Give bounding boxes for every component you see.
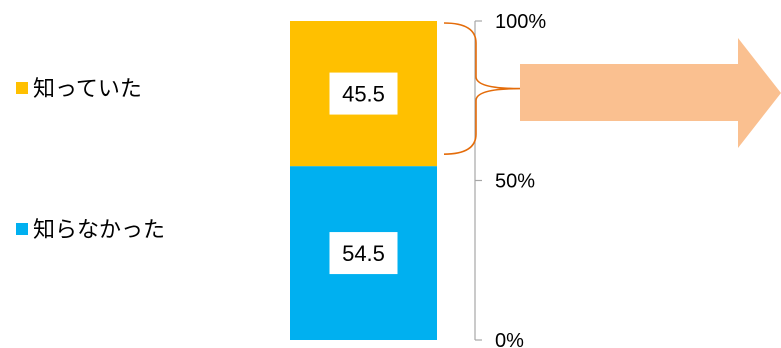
data-labels-layer: 54.5 45.5 [329,72,398,275]
y-tick-label-2: 50% [495,171,535,193]
y-tick-label-1: 0% [495,330,524,348]
legend-swatch-1 [16,82,28,94]
data-label-box-2 [329,72,398,115]
y-tick-label-3: 100% [495,11,546,33]
data-label-1: 54.5 [342,241,385,266]
data-label-box-1 [329,232,398,275]
legend-label-1: 知っていた [33,77,142,102]
annotations [443,22,781,155]
bars-layer [290,21,437,340]
legend-swatch-2 [16,223,28,235]
legend-label-2: 知らなかった [33,218,165,243]
data-label-2: 45.5 [342,82,385,107]
brace-annotation [443,22,521,155]
y-axis: 0% 50% 100% [474,11,546,348]
right-arrow-shape [520,38,781,148]
